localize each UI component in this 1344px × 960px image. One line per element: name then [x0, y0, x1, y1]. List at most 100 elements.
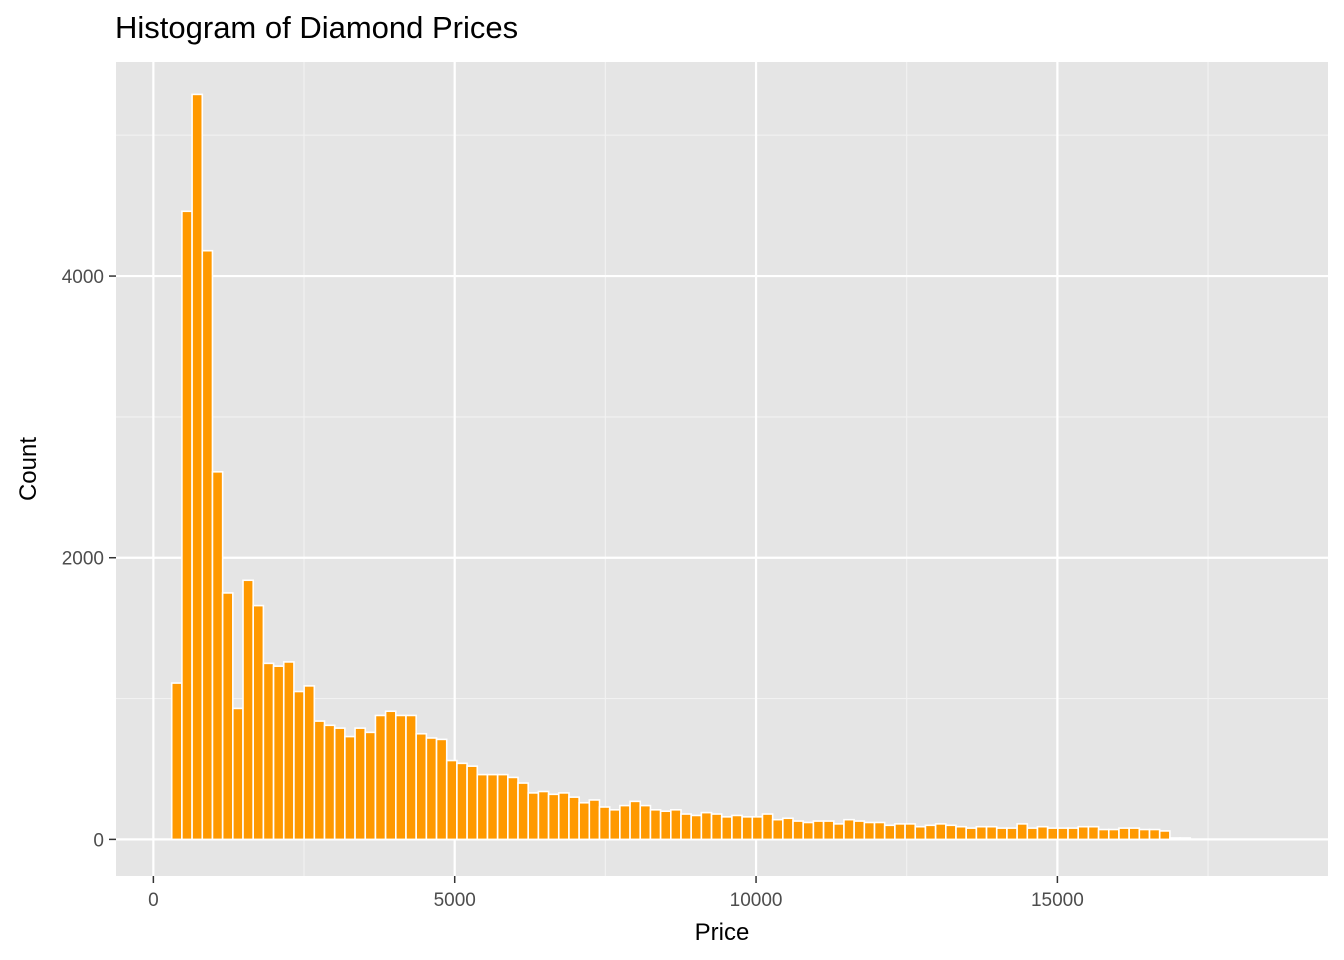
- histogram-bar: [425, 737, 438, 841]
- histogram-bar: [405, 714, 417, 841]
- histogram-bar: [1118, 827, 1130, 841]
- x-tick-label: 15000: [1031, 890, 1084, 911]
- histogram-bar: [639, 804, 652, 841]
- histogram-bar: [680, 813, 692, 841]
- histogram-bar: [181, 210, 193, 841]
- histogram-bar: [1158, 830, 1171, 841]
- histogram-bar: [741, 816, 754, 841]
- histogram-bar: [700, 811, 713, 841]
- histogram-bar: [649, 809, 662, 841]
- histogram-bar: [333, 727, 346, 841]
- histogram-bar: [1067, 827, 1080, 841]
- histogram-bar: [924, 824, 937, 841]
- histogram-bar: [394, 714, 407, 841]
- histogram-bar: [853, 820, 866, 841]
- histogram-bar: [822, 820, 835, 841]
- histogram-bar: [812, 820, 825, 841]
- histogram-bar: [262, 662, 275, 841]
- histogram-bar: [965, 827, 978, 841]
- histogram-bar: [232, 707, 244, 841]
- histogram-bar: [201, 249, 214, 841]
- histogram-bar: [344, 735, 356, 841]
- histogram-bar: [242, 579, 255, 841]
- histogram-bar: [293, 690, 305, 841]
- histogram-bar: [843, 818, 855, 841]
- histogram-bar: [832, 823, 845, 841]
- histogram-bar: [527, 792, 540, 841]
- histogram-bar: [1097, 828, 1110, 841]
- histogram-bar: [252, 604, 265, 841]
- histogram-bar: [914, 825, 927, 841]
- histogram-bar: [1107, 828, 1120, 841]
- histogram-bar: [792, 820, 805, 841]
- histogram-bar: [211, 471, 224, 841]
- y-tick-label: 0: [93, 830, 104, 851]
- histogram-bar: [282, 661, 295, 841]
- x-tick-label: 5000: [434, 890, 476, 911]
- histogram-bar: [995, 827, 1008, 841]
- histogram-bar: [1169, 837, 1181, 841]
- histogram-bar: [456, 762, 468, 841]
- histogram-bar: [1057, 827, 1069, 841]
- histogram-bar: [608, 809, 621, 841]
- histogram-bar: [170, 682, 183, 841]
- histogram-bar: [659, 810, 672, 841]
- histogram-bar: [303, 685, 316, 841]
- histogram-bar: [1179, 837, 1192, 841]
- histogram-bar: [904, 823, 917, 841]
- histogram-bar: [466, 765, 479, 841]
- histogram-bar: [476, 773, 489, 841]
- histogram-bar: [517, 782, 530, 841]
- histogram-bar: [435, 738, 448, 841]
- y-tick-label: 2000: [62, 549, 104, 570]
- histogram-bar: [588, 799, 601, 841]
- histogram-bar: [415, 732, 428, 841]
- histogram-bar: [894, 823, 906, 841]
- histogram-bar: [1006, 827, 1018, 841]
- histogram-bar: [985, 825, 998, 841]
- histogram-bar: [1036, 825, 1049, 841]
- histogram-bar: [934, 823, 947, 841]
- histogram-bar: [1128, 827, 1141, 841]
- histogram-bar: [323, 724, 336, 841]
- chart-title: Histogram of Diamond Prices: [115, 10, 519, 45]
- histogram-bar: [374, 714, 387, 841]
- histogram-bar: [710, 813, 723, 841]
- histogram-bar: [547, 793, 560, 841]
- histogram-bar: [619, 804, 631, 841]
- histogram-bar: [731, 814, 743, 841]
- histogram-bar: [883, 824, 896, 841]
- histogram-bar: [629, 800, 642, 841]
- histogram-bar: [221, 592, 234, 841]
- histogram-bar: [1087, 825, 1100, 841]
- histogram-bar: [496, 773, 509, 841]
- histogram-bar: [670, 809, 682, 841]
- histogram-bar: [945, 824, 957, 841]
- histogram-bar: [873, 821, 886, 841]
- y-axis-title: Count: [15, 437, 42, 501]
- histogram-bar: [191, 93, 204, 841]
- histogram-bar: [751, 816, 764, 841]
- histogram-bar: [354, 727, 367, 841]
- histogram-bar: [955, 825, 967, 841]
- histogram-bar: [1046, 827, 1059, 841]
- histogram-bar: [771, 818, 784, 841]
- histogram-bar: [313, 720, 326, 841]
- histogram-bar: [1077, 825, 1090, 841]
- x-tick-label: 0: [148, 890, 159, 911]
- histogram-bar: [1138, 828, 1151, 841]
- histogram-bar: [272, 665, 285, 841]
- y-tick-label: 4000: [62, 267, 104, 288]
- histogram-bar: [1016, 823, 1029, 841]
- histogram-bar: [690, 814, 703, 841]
- histogram-bar: [720, 816, 733, 841]
- histogram-bar: [863, 821, 876, 841]
- histogram-bar: [557, 792, 570, 841]
- x-axis-title: Price: [695, 919, 750, 946]
- histogram-bar: [384, 710, 397, 841]
- histogram-bar: [1026, 827, 1039, 841]
- histogram-bar: [486, 773, 499, 841]
- histogram-bar: [761, 813, 774, 841]
